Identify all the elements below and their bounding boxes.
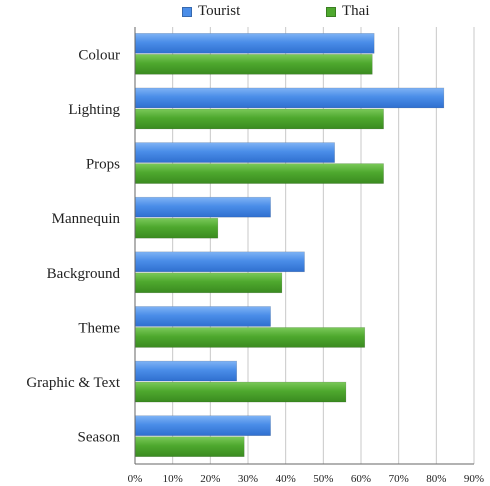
bar-thai [134, 272, 283, 294]
x-tick-label: 10% [163, 473, 183, 485]
x-tick-label: 30% [238, 473, 258, 485]
category-label: Background [47, 266, 121, 282]
bar-tourist [134, 142, 335, 163]
x-tick-label: 60% [351, 473, 371, 485]
x-tick-label: 70% [389, 473, 409, 485]
category-label: Season [78, 430, 121, 446]
legend-item-thai: Thai [326, 3, 370, 20]
category-label: Theme [78, 320, 120, 336]
bar-tourist [134, 360, 237, 382]
legend-label-thai: Thai [342, 3, 370, 19]
bar-thai [134, 108, 384, 130]
legend-item-tourist: Tourist [182, 3, 240, 20]
bar-tourist [134, 87, 445, 109]
x-tick-label: 90% [464, 473, 484, 485]
x-tick-label: 0% [128, 473, 143, 485]
labels: 0% 10% 20% 30% 40% 50% 60% 70% 80% 90% Colour Light… [26, 47, 484, 485]
bar-thai [134, 436, 245, 457]
bars [134, 33, 445, 457]
category-label: Props [86, 157, 120, 173]
legend: Tourist Thai [0, 3, 490, 27]
bar-thai [134, 217, 219, 239]
x-tick-label: 40% [276, 473, 296, 485]
bar-thai [134, 381, 347, 403]
axes [134, 27, 474, 465]
legend-swatch-thai [326, 6, 336, 17]
category-label: Colour [78, 47, 120, 63]
category-label: Graphic & Text [26, 375, 120, 391]
bar-tourist [134, 196, 271, 218]
bar-thai [134, 327, 366, 348]
x-tick-label: 20% [200, 473, 220, 485]
bar-tourist [134, 415, 271, 436]
category-label: Lighting [68, 102, 120, 118]
bar-tourist [134, 306, 271, 327]
x-tick-label: 50% [313, 473, 333, 485]
bar-thai [134, 54, 373, 75]
legend-swatch-tourist [182, 6, 192, 17]
category-label: Mannequin [52, 211, 121, 227]
bar-thai [134, 163, 384, 184]
bar-tourist [134, 33, 375, 54]
legend-label-tourist: Tourist [198, 3, 241, 19]
x-tick-label: 80% [426, 473, 446, 485]
bar-tourist [134, 251, 305, 273]
